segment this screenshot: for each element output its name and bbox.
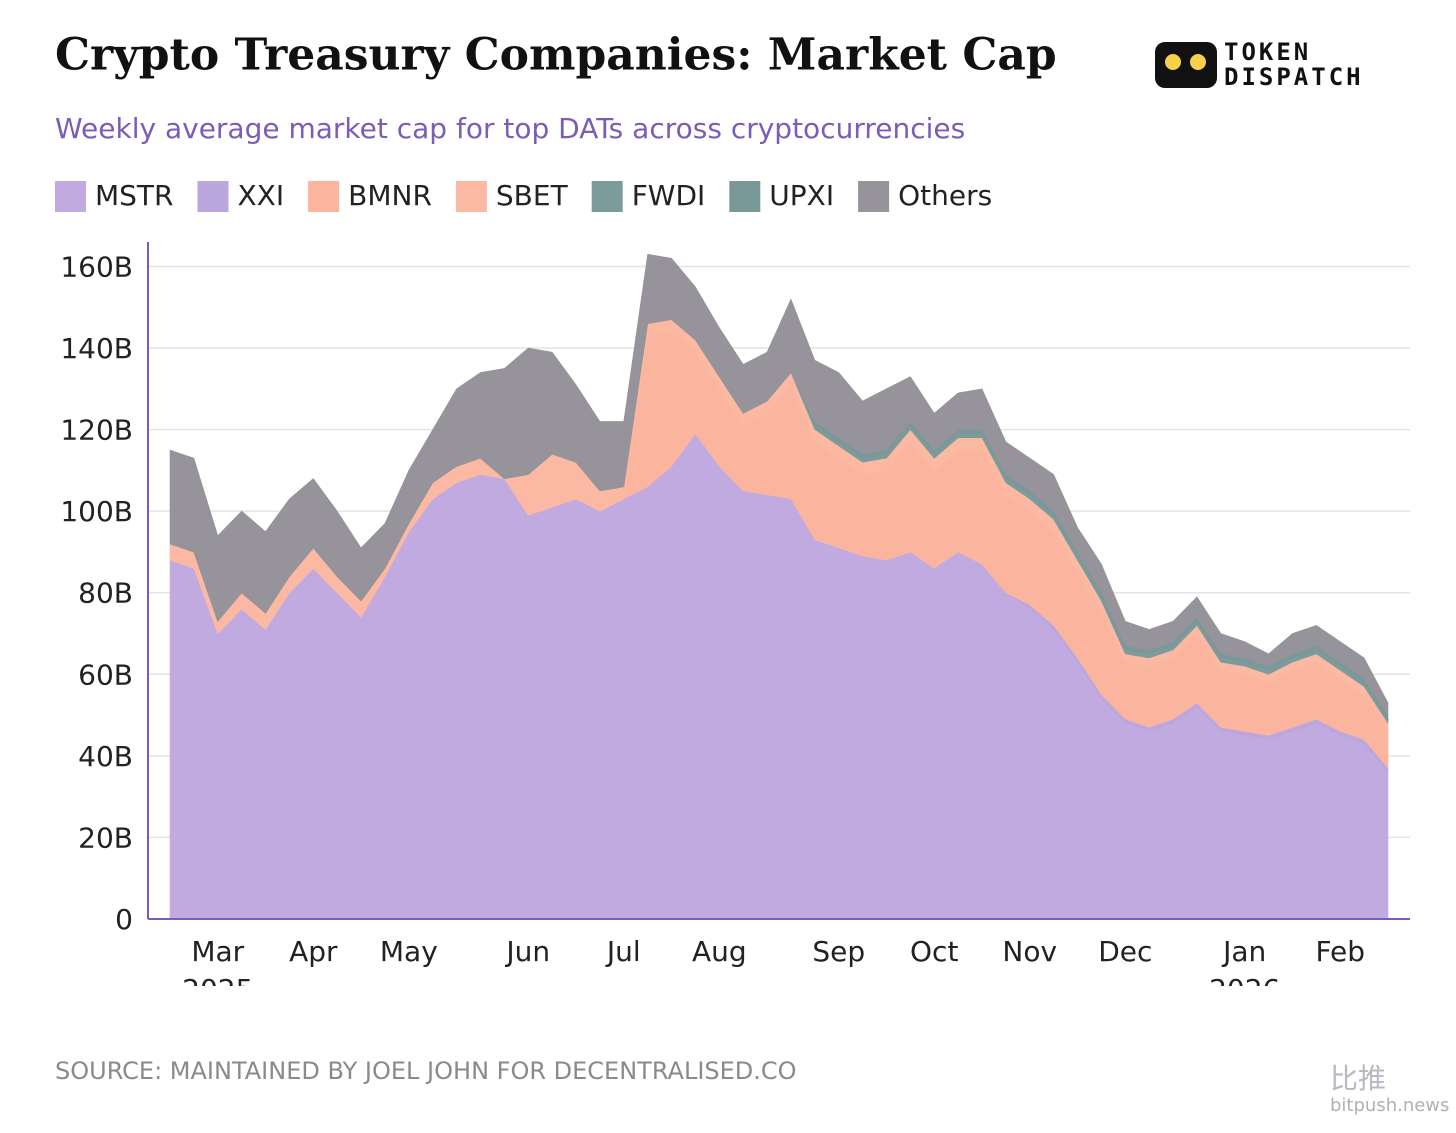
legend-label: UPXI: [769, 179, 834, 212]
watermark: bitpush.news: [1330, 1095, 1449, 1116]
legend-swatch: [197, 181, 229, 212]
x-tick-label: Mar 2025: [182, 935, 253, 1006]
legend-swatch: [55, 181, 86, 212]
x-tick-label: Nov: [1002, 935, 1057, 968]
x-tick-line: Jan: [1221, 935, 1266, 968]
legend-swatch: [729, 181, 761, 212]
y-tick-label: 60B: [78, 658, 133, 691]
logo-badge: [1155, 42, 1217, 88]
legend-swatch: [455, 181, 487, 212]
axes: 0 20B 40B 60B 80B 100B 120B 140B 160B Mar 2025 Apr M…: [60, 242, 1410, 1006]
x-tick-label: Oct: [910, 935, 958, 968]
x-tick-label: May: [380, 935, 438, 968]
legend-label: MSTR: [95, 179, 174, 212]
y-tick-label: 100B: [60, 495, 133, 528]
x-tick-line: 2025: [182, 973, 253, 1006]
chart-subtitle: Weekly average market cap for top DATs a…: [55, 112, 965, 145]
area: [169, 253, 1389, 717]
legend-label: BMNR: [348, 179, 432, 212]
legend-swatch: [308, 181, 340, 212]
areas: [169, 253, 1389, 920]
y-tick-label: 40B: [78, 740, 133, 773]
y-tick-label: 120B: [60, 414, 133, 447]
source-note: SOURCE: MAINTAINED BY JOEL JOHN FOR DECE…: [55, 1057, 797, 1085]
x-tick-label: Apr: [289, 935, 338, 968]
legend-label: XXI: [238, 179, 285, 212]
logo-text: DISPATCH: [1224, 63, 1364, 91]
logo-text: TOKEN: [1224, 38, 1311, 66]
x-tick-label: Aug: [692, 935, 747, 968]
legend-label: FWDI: [632, 179, 706, 212]
y-tick-label: 140B: [60, 332, 133, 365]
legend-label: Others: [898, 179, 992, 212]
y-tick-label: 80B: [78, 577, 133, 610]
y-tick-label: 20B: [78, 821, 133, 854]
x-tick-label: Feb: [1315, 935, 1365, 968]
logo: TOKEN DISPATCH: [1155, 38, 1364, 91]
y-tick-label: 0: [115, 903, 133, 936]
logo-eye: [1165, 54, 1181, 70]
x-tick-line: 2026: [1209, 973, 1280, 1006]
legend: MSTR XXI BMNR SBET FWDI UPXI Others: [55, 179, 992, 212]
logo-eye: [1190, 54, 1206, 70]
x-tick-label: Jul: [605, 935, 641, 968]
x-tick-line: Mar: [191, 935, 244, 968]
legend-swatch: [858, 181, 890, 212]
legend-swatch: [591, 181, 623, 212]
x-tick-label: Dec: [1098, 935, 1152, 968]
x-tick-label: Jan 2026: [1209, 935, 1280, 1006]
watermark: 比推: [1330, 1062, 1386, 1095]
y-tick-label: 160B: [60, 250, 133, 283]
legend-label: SBET: [496, 179, 569, 212]
x-tick-label: Jun: [504, 935, 550, 968]
chart-title: Crypto Treasury Companies: Market Cap: [55, 30, 1057, 81]
x-tick-label: Sep: [812, 935, 865, 968]
